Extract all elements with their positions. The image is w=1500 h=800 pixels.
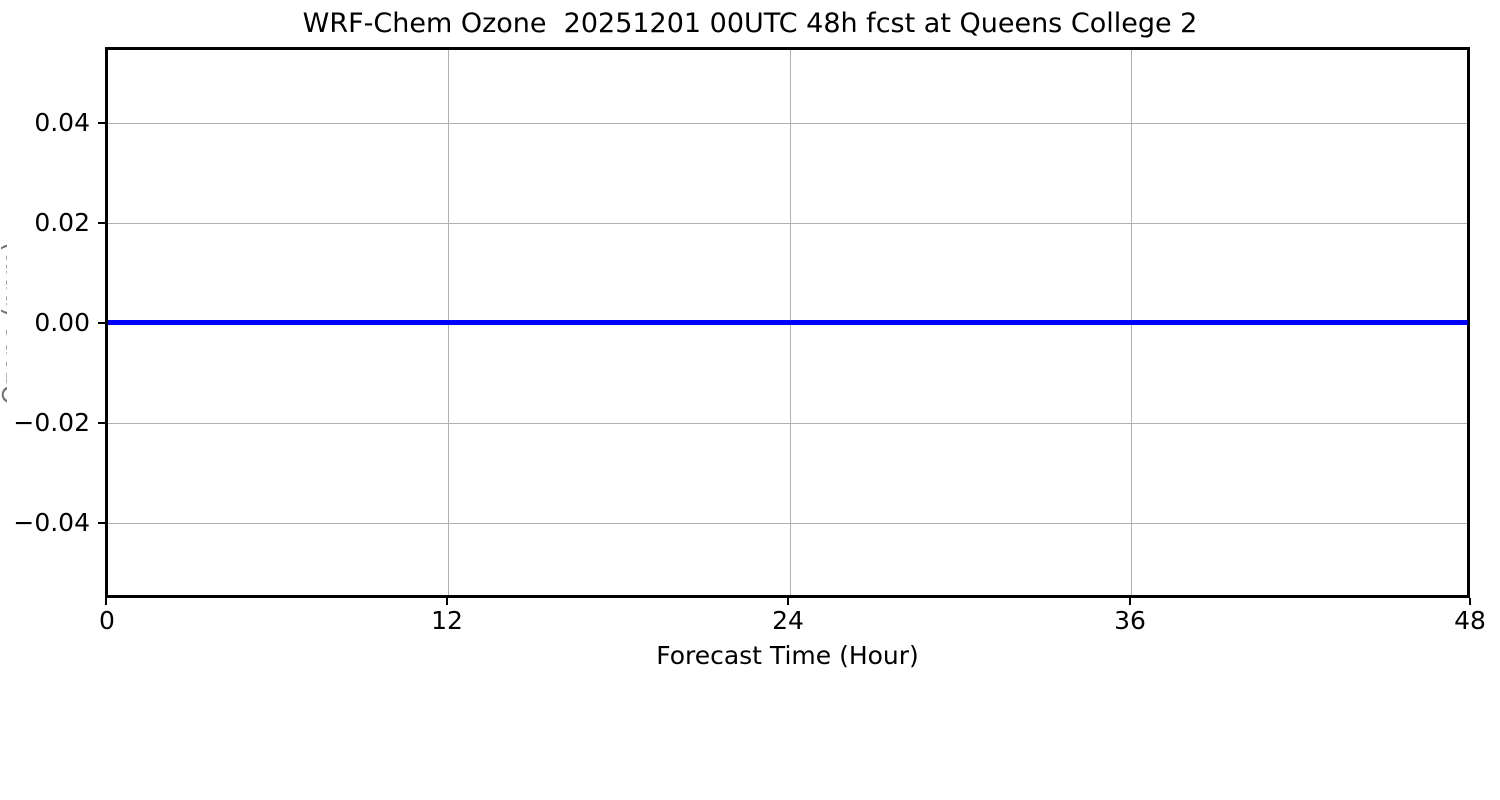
xtick-label-48: 48 xyxy=(1454,606,1486,635)
xtick-mark-48 xyxy=(1469,598,1471,605)
xtick-label-24: 24 xyxy=(772,606,804,635)
plot-area xyxy=(105,47,1470,598)
xtick-mark-24 xyxy=(787,598,789,605)
ytick-label-0.04: 0.04 xyxy=(34,108,90,137)
xtick-label-0: 0 xyxy=(99,606,115,635)
ytick-label--0.04: −0.04 xyxy=(13,508,90,537)
xtick-label-36: 36 xyxy=(1114,606,1146,635)
xtick-mark-36 xyxy=(1129,598,1131,605)
series-line-ozone xyxy=(108,320,1467,325)
y-axis-label: Ozone (ppm) xyxy=(0,241,7,405)
gridline-y--0.04 xyxy=(108,523,1467,524)
ytick-mark-0.02 xyxy=(98,222,105,224)
ytick-mark--0.04 xyxy=(98,522,105,524)
gridline-y--0.02 xyxy=(108,423,1467,424)
chart-title: WRF-Chem Ozone 20251201 00UTC 48h fcst a… xyxy=(302,8,1198,39)
ytick-label-0.00: 0.00 xyxy=(34,308,90,337)
ytick-label--0.02: −0.02 xyxy=(13,408,90,437)
xtick-mark-0 xyxy=(105,598,107,605)
x-axis-label: Forecast Time (Hour) xyxy=(656,641,919,670)
ytick-mark-0.00 xyxy=(98,322,105,324)
gridline-y-0.02 xyxy=(108,223,1467,224)
ytick-mark-0.04 xyxy=(98,122,105,124)
xtick-mark-12 xyxy=(446,598,448,605)
xtick-label-12: 12 xyxy=(431,606,463,635)
ytick-mark--0.02 xyxy=(98,422,105,424)
y-axis-label-clip: Ozone (ppm) xyxy=(0,47,7,598)
gridline-y-0.04 xyxy=(108,123,1467,124)
ytick-label-0.02: 0.02 xyxy=(34,208,90,237)
